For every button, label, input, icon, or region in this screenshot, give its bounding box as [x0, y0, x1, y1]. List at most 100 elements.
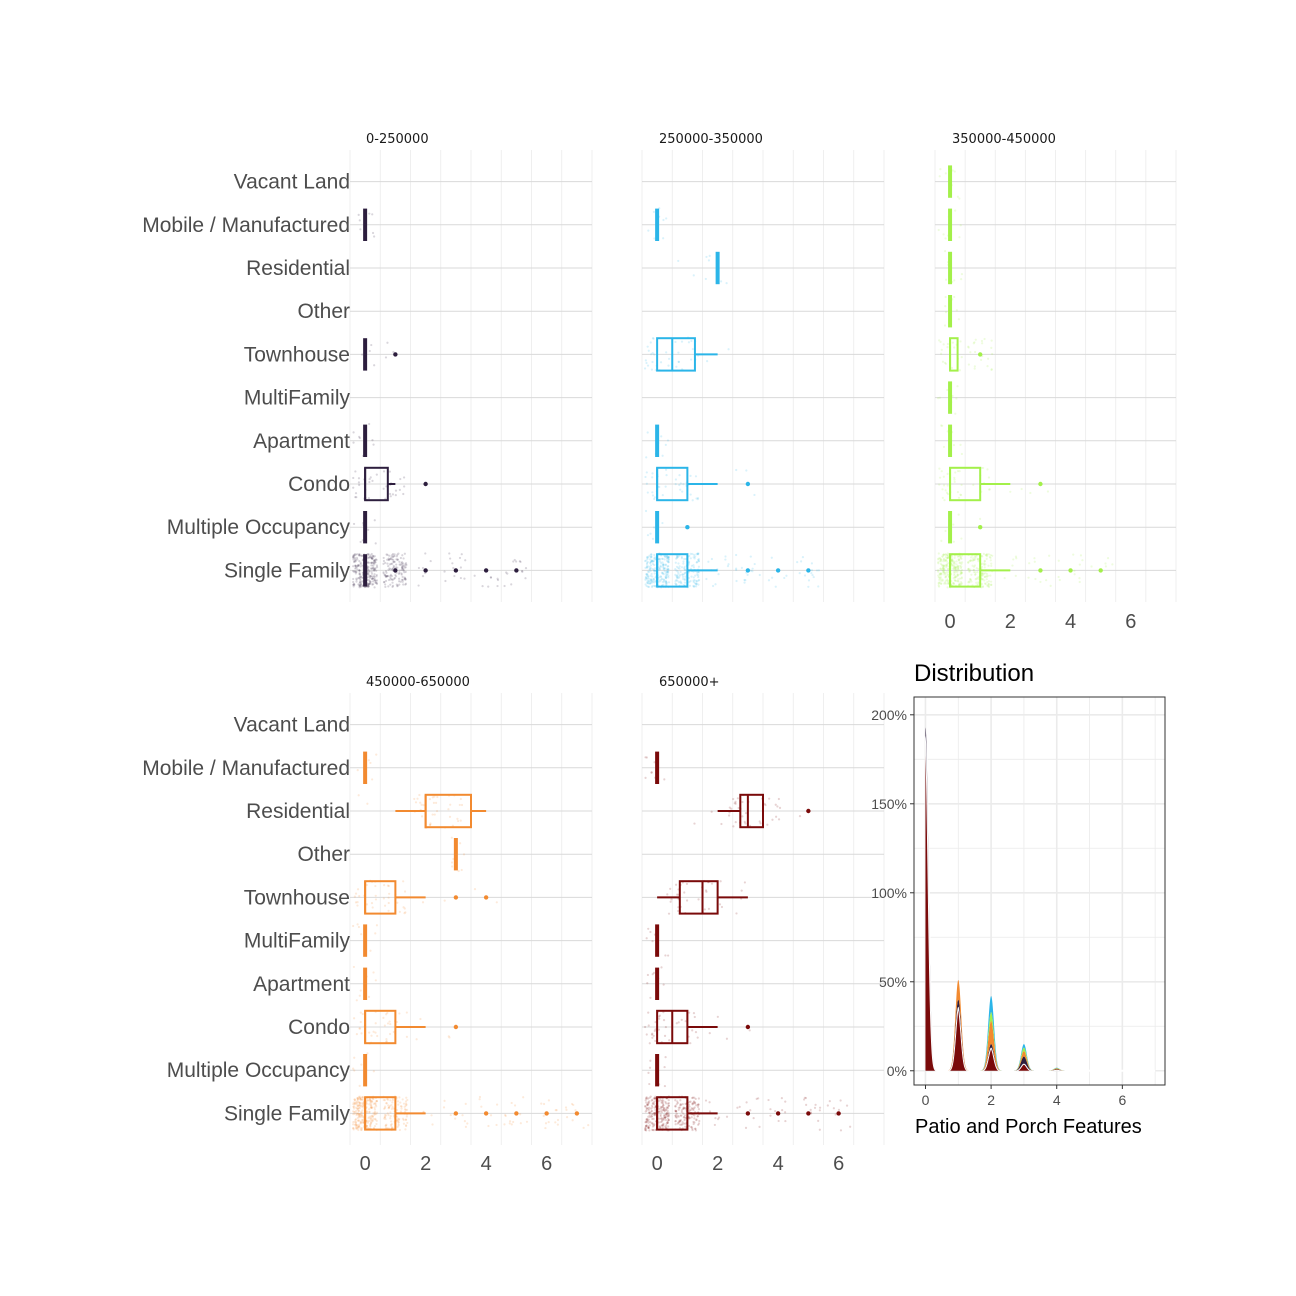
jitter-point: [707, 259, 711, 262]
jitter-point: [943, 249, 947, 253]
jitter-point: [696, 1103, 699, 1107]
jitter-point: [374, 560, 377, 564]
jitter-point: [725, 1037, 729, 1040]
jitter-point: [525, 1120, 529, 1123]
jitter-point: [691, 552, 694, 556]
jitter-point: [684, 1107, 687, 1110]
jitter-point: [937, 557, 940, 560]
jitter-point: [664, 1056, 667, 1059]
jitter-point: [956, 385, 959, 388]
jitter-point: [666, 570, 669, 573]
jitter-point: [649, 564, 653, 567]
jitter-point: [388, 554, 391, 557]
jitter-point: [944, 575, 947, 579]
jitter-point: [375, 573, 378, 577]
jitter-point: [565, 1116, 569, 1119]
jitter-point: [646, 491, 649, 494]
jitter-point: [367, 585, 370, 588]
outlier-point: [393, 352, 398, 357]
jitter-point: [667, 1118, 671, 1122]
jitter-point: [651, 537, 655, 540]
jitter-point: [370, 556, 373, 559]
jitter-point: [937, 582, 940, 585]
jitter-point: [674, 582, 677, 585]
jitter-point: [944, 582, 948, 585]
jitter-point: [356, 1103, 359, 1106]
jitter-point: [371, 1115, 374, 1118]
jitter-point: [691, 1102, 694, 1105]
jitter-point: [375, 1099, 379, 1103]
jitter-point: [429, 823, 432, 826]
jitter-point: [353, 1110, 356, 1114]
jitter-point: [664, 1125, 667, 1128]
jitter-point: [694, 1127, 697, 1130]
jitter-point: [960, 356, 963, 359]
jitter-point: [692, 584, 695, 588]
jitter-point: [959, 566, 963, 570]
outlier-point: [977, 352, 983, 357]
jitter-point: [716, 1015, 719, 1018]
jitter-point: [976, 570, 979, 574]
jitter-point: [371, 567, 374, 570]
jitter-point: [941, 555, 944, 558]
jitter-point: [386, 341, 389, 344]
jitter-point: [691, 1096, 694, 1100]
jitter-point: [397, 1124, 400, 1127]
jitter-point: [946, 567, 950, 570]
jitter-point: [648, 1100, 651, 1103]
jitter-point: [664, 1116, 667, 1120]
jitter-point: [941, 424, 944, 427]
y-tick-label: 0%: [887, 1063, 907, 1079]
jitter-point: [424, 552, 427, 555]
jitter-point: [373, 569, 376, 572]
jitter-point: [936, 558, 940, 561]
jitter-point: [649, 996, 652, 999]
jitter-point: [692, 576, 695, 579]
jitter-point: [946, 564, 949, 567]
jitter-point: [398, 1096, 401, 1099]
jitter-point: [941, 555, 944, 558]
jitter-point: [371, 583, 375, 586]
jitter-point: [1011, 564, 1014, 567]
jitter-point: [647, 582, 650, 585]
jitter-point: [991, 554, 994, 557]
jitter-point: [370, 561, 373, 564]
jitter-point: [371, 554, 375, 557]
jitter-point: [370, 343, 373, 347]
jitter-point: [464, 1125, 467, 1128]
jitter-point: [697, 1097, 700, 1100]
jitter-point: [972, 571, 976, 574]
jitter-point: [651, 491, 654, 494]
jitter-point: [973, 367, 976, 370]
jitter-point: [667, 581, 671, 584]
jitter-point: [397, 1103, 400, 1106]
jitter-point: [676, 556, 679, 559]
jitter-point: [682, 560, 685, 563]
jitter-point: [645, 1107, 648, 1110]
jitter-point: [732, 797, 735, 801]
jitter-point: [400, 561, 404, 564]
jitter-point: [368, 1103, 371, 1106]
jitter-point: [676, 570, 679, 573]
jitter-point: [422, 803, 425, 807]
jitter-point: [386, 1112, 389, 1115]
jitter-point: [370, 1106, 373, 1109]
jitter-point: [367, 583, 370, 586]
jitter-point: [388, 1104, 392, 1107]
jitter-point: [708, 1032, 711, 1035]
jitter-point: [648, 1120, 652, 1123]
jitter-point: [665, 568, 669, 571]
jitter-point: [664, 1100, 667, 1104]
jitter-point: [684, 575, 687, 578]
jitter-point: [681, 575, 685, 578]
jitter-point: [695, 561, 699, 564]
jitter-point: [521, 570, 524, 573]
jitter-point: [653, 1113, 656, 1116]
jitter-point: [354, 1099, 357, 1102]
jitter-point: [670, 898, 673, 901]
category-label: Vacant Land: [234, 171, 350, 194]
jitter-point: [503, 1123, 506, 1126]
jitter-point: [677, 351, 680, 354]
jitter-point: [674, 883, 678, 886]
jitter-point: [369, 1125, 372, 1128]
